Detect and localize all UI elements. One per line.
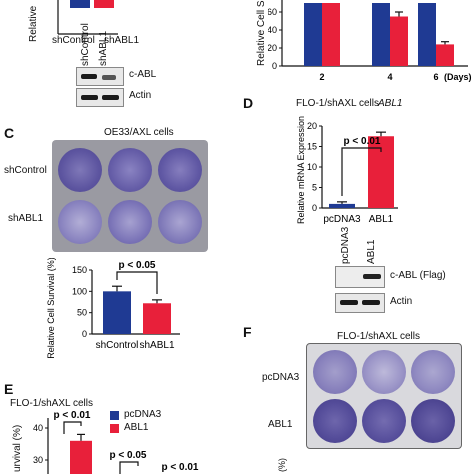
panel-b-chart: 60 40 20 0 2 4 6 (Days)	[268, 0, 472, 82]
panel-letter-f: F	[243, 324, 252, 340]
panel-d-title-gene: ABL1	[378, 98, 403, 109]
panel-b-bar-control	[304, 3, 322, 66]
panel-d-blot-label-1: Actin	[390, 296, 413, 307]
panel-e-legend-1: ABL1	[124, 422, 149, 433]
panel-d-lane-1: ABL1	[366, 239, 377, 264]
panel-a-lane-1: shABL1	[98, 30, 109, 66]
panel-e-legend-0: pcDNA3	[124, 409, 162, 420]
panel-letter-e: E	[4, 381, 14, 397]
panel-c-bar	[103, 291, 131, 334]
panel-b-bar-control	[372, 3, 390, 66]
panel-d-ytick-label: 15	[307, 142, 317, 152]
panel-e-chart: 40 30 p < 0.01 p < 0.05 p < 0.01	[33, 410, 199, 474]
panel-d-sig-label: p < 0.01	[344, 136, 381, 147]
panel-d-bar	[368, 136, 394, 208]
panel-b-bar-abl1	[436, 44, 454, 66]
panel-d-chart: 20 15 10 5 0 pcDNA3 ABL1 p < 0.01 Relative mRNA …	[296, 116, 398, 225]
panel-a-chart	[57, 0, 118, 35]
panel-d-xtick-label: ABL1	[369, 214, 394, 225]
panel-d-ytick-label: 20	[307, 121, 317, 131]
panel-d-blot-actin	[335, 293, 385, 313]
panel-a-xtick-1: shABL1	[104, 35, 140, 46]
panel-b-bar-control	[418, 3, 436, 66]
panel-e-ytick-label: 40	[33, 423, 43, 433]
panel-b-ylabel: Relative Cell S	[256, 0, 267, 66]
panel-c-plate	[52, 140, 208, 252]
panel-d-blot-label-0: c-ABL (Flag)	[390, 270, 446, 281]
panel-e-sig-label-1: p < 0.05	[110, 450, 147, 461]
panel-f-title: FLO-1/shAXL cells	[337, 331, 420, 342]
panel-d-blot-cabl	[335, 266, 385, 288]
panel-e-sig-bracket-1	[119, 461, 139, 474]
panel-b-xtick-label: 6	[433, 72, 438, 82]
panel-e-ytick-label: 30	[33, 455, 43, 465]
panel-b-xtick-label: 4	[387, 72, 392, 82]
panel-c-chart: 150 100 50 0 shControl shABL1 p < 0.05 Relative…	[46, 258, 180, 359]
panel-f-row-1: ABL1	[268, 419, 293, 430]
panel-b-ytick-label: 40	[268, 25, 277, 35]
panel-e-legend-swatch-1	[110, 424, 119, 433]
panel-c-ytick-label: 150	[72, 265, 87, 275]
panel-c-ytick-label: 0	[82, 329, 87, 339]
panel-d-title-cells: FLO-1/shAXL cells	[296, 98, 379, 109]
panel-e-legend-swatch-0	[110, 411, 119, 420]
panel-d-ytick-label: 5	[312, 183, 317, 193]
panel-c-sig-bracket	[116, 271, 158, 294]
panel-a-bar-shabl1	[94, 0, 114, 8]
panel-f-row-0: pcDNA3	[262, 372, 300, 383]
panel-b-bar-abl1	[390, 16, 408, 66]
panel-c-xtick-label: shABL1	[139, 340, 174, 351]
panel-d-lane-0: pcDNA3	[340, 226, 351, 264]
panel-b-xunit: (Days)	[444, 72, 472, 82]
panel-a-ylabel: Relative	[28, 5, 39, 42]
panel-d-ylabel: Relative mRNA Expression	[296, 116, 306, 224]
panel-letter-d: D	[243, 95, 254, 111]
panel-f-ylabel-partial: (%)	[277, 458, 287, 472]
panel-a-blot-label-0: c-ABL	[129, 69, 157, 80]
panel-a-blot-label-1: Actin	[129, 90, 152, 101]
panel-e-ylabel: urvival (%)	[12, 424, 23, 472]
panel-c-title: OE33/AXL cells	[104, 127, 174, 138]
panel-a-blot-cabl	[76, 67, 124, 86]
panel-b-ytick-label: 60	[268, 7, 277, 17]
panel-b-bar-abl1	[322, 3, 340, 66]
panel-d-xtick-label: pcDNA3	[323, 214, 361, 225]
panel-f-plate	[306, 343, 462, 449]
panel-a-xtick-0: shControl	[52, 35, 95, 46]
panel-c-xtick-label: shControl	[96, 340, 139, 351]
panel-b-ytick-label: 0	[272, 61, 277, 71]
panel-c-ylabel: Relative Cell Survival (%)	[46, 258, 56, 359]
panel-c-ytick-label: 50	[77, 308, 87, 318]
panel-c-row-1: shABL1	[8, 213, 44, 224]
panel-c-sig-label: p < 0.05	[119, 260, 156, 271]
panel-a-lane-0: shControl	[80, 23, 91, 66]
panel-c-row-0: shControl	[4, 165, 47, 176]
panel-d-bar	[329, 203, 355, 208]
panel-e-sig-label-0: p < 0.01	[54, 410, 91, 421]
panel-e-bar-abl1	[70, 440, 92, 474]
panel-c-bar	[143, 303, 171, 334]
panel-d-ytick-label: 10	[307, 162, 317, 172]
panel-c-ytick-label: 100	[72, 286, 87, 296]
panel-d-ytick-label: 0	[312, 203, 317, 213]
panel-a-bar-shcontrol	[70, 0, 90, 8]
panel-b-ytick-label: 20	[268, 43, 277, 53]
panel-b-xtick-label: 2	[319, 72, 324, 82]
panel-e-title: FLO-1/shAXL cells	[10, 398, 93, 409]
panel-d-sig-bracket	[341, 147, 382, 196]
panel-a-blot-actin	[76, 88, 124, 107]
panel-letter-c: C	[4, 125, 15, 141]
panel-e-sig-label-2: p < 0.01	[162, 462, 199, 473]
panel-e-sig-bracket-0	[63, 421, 82, 434]
